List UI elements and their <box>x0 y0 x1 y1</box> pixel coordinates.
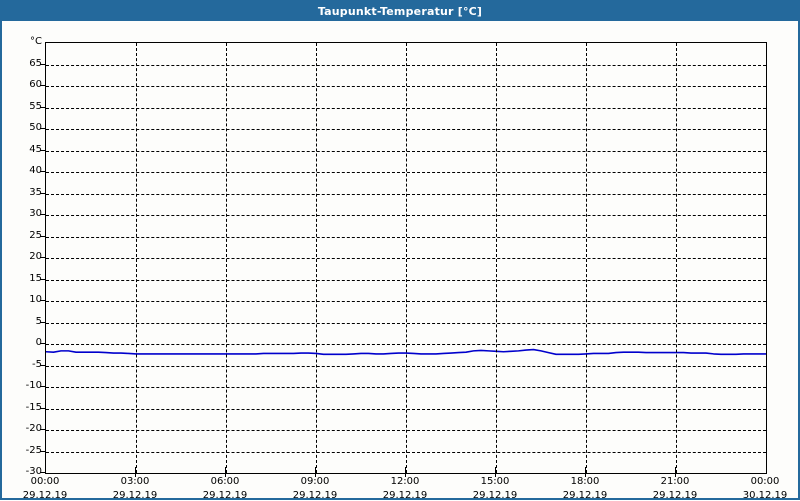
y-axis-tick-mark <box>40 63 45 65</box>
x-axis-time-label: 03:00 <box>120 476 150 487</box>
y-axis-tick-label: 10 <box>29 294 42 305</box>
y-axis-tick-mark <box>40 192 45 194</box>
x-axis-date-label: 29.12.19 <box>472 490 518 501</box>
x-axis-time-label: 00:00 <box>30 476 60 487</box>
y-axis-tick-label: -25 <box>25 444 42 456</box>
y-axis-tick-mark <box>40 386 45 387</box>
x-axis-date-label: 29.12.19 <box>382 490 428 501</box>
y-axis-tick-mark <box>40 300 45 301</box>
x-axis-time-label: 00:00 <box>750 476 780 487</box>
vertical-gridline <box>496 43 497 473</box>
x-axis-date-label: 29.12.19 <box>112 490 158 501</box>
x-axis-date-label: 29.12.19 <box>562 490 608 501</box>
vertical-gridline <box>226 43 227 473</box>
vertical-gridline <box>586 43 587 473</box>
x-axis-time-label: 21:00 <box>660 476 690 487</box>
y-axis-tick-mark <box>40 343 45 344</box>
y-axis-tick-mark <box>40 85 45 86</box>
y-axis-tick-label: -5 <box>32 358 42 370</box>
x-axis-date-label: 29.12.19 <box>22 490 68 501</box>
y-axis-tick-label: 40 <box>29 165 42 176</box>
y-axis-tick-mark <box>40 149 45 151</box>
y-axis-unit-label: °C <box>30 36 42 47</box>
y-axis-tick-label: 25 <box>29 229 42 241</box>
x-axis-time-label: 09:00 <box>300 476 330 487</box>
y-axis-tick-label: 0 <box>35 337 42 348</box>
x-axis-date-label: 29.12.19 <box>292 490 338 501</box>
vertical-gridline <box>136 43 137 473</box>
y-axis-tick-mark <box>40 128 45 129</box>
y-axis-tick-mark <box>40 235 45 237</box>
y-axis-tick-mark <box>40 429 45 430</box>
y-axis-tick-label: -20 <box>25 423 42 434</box>
x-axis-tick-mark <box>675 467 676 477</box>
y-axis-tick-mark <box>40 364 45 366</box>
x-axis-tick-mark <box>225 467 226 477</box>
x-axis-tick-mark <box>495 467 496 477</box>
y-axis-tick-label: 45 <box>29 143 42 155</box>
y-axis-tick-mark <box>40 171 45 172</box>
plot-inner <box>46 43 766 473</box>
y-axis-tick-mark <box>40 278 45 280</box>
plot-area <box>45 42 767 474</box>
x-axis-tick-mark <box>135 467 136 477</box>
x-axis-date-label: 30.12.19 <box>742 490 788 501</box>
y-axis-tick-mark <box>40 450 45 452</box>
y-axis-tick-label: 65 <box>29 57 42 69</box>
y-axis-tick-label: 30 <box>29 208 42 219</box>
y-axis-tick-mark <box>40 214 45 215</box>
window-title-bar: Taupunkt-Temperatur [°C] <box>2 2 798 21</box>
y-axis-tick-label: 55 <box>29 100 42 112</box>
page-title: Taupunkt-Temperatur [°C] <box>317 5 483 18</box>
y-axis-tick-label: 20 <box>29 251 42 262</box>
y-axis-tick-mark <box>40 321 45 323</box>
y-axis-tick-label: 15 <box>29 272 42 284</box>
x-axis-tick-mark <box>405 467 406 477</box>
x-axis-time-label: 12:00 <box>390 476 420 487</box>
y-axis-tick-mark <box>40 106 45 108</box>
y-axis-tick-mark <box>40 407 45 409</box>
vertical-gridline <box>406 43 407 473</box>
x-axis-tick-mark <box>315 467 316 477</box>
y-axis-tick-label: 35 <box>29 186 42 198</box>
y-axis-tick-label: 50 <box>29 122 42 133</box>
y-axis-tick-mark <box>40 472 45 473</box>
chart-canvas: °C 65 60 55 50 45 40 35 30 25 20 15 10 5 0 -5 -10 -15 -20… <box>2 21 798 501</box>
y-axis-tick-mark <box>40 257 45 258</box>
y-axis-tick-label: 5 <box>35 315 42 327</box>
y-axis-tick-label: -30 <box>25 466 42 477</box>
x-axis-time-label: 18:00 <box>570 476 600 487</box>
x-axis-date-label: 29.12.19 <box>652 490 698 501</box>
y-axis-tick-label: -10 <box>25 380 42 391</box>
y-axis-labels: °C 65 60 55 50 45 40 35 30 25 20 15 10 5 0 -5 -10 -15 -20… <box>2 21 42 498</box>
vertical-gridline <box>316 43 317 473</box>
y-axis-tick-label: 60 <box>29 79 42 90</box>
x-axis-tick-mark <box>585 467 586 477</box>
vertical-gridline <box>676 43 677 473</box>
x-axis-time-label: 15:00 <box>480 476 510 487</box>
y-axis-tick-label: -15 <box>25 401 42 413</box>
x-axis-time-label: 06:00 <box>210 476 240 487</box>
x-axis-date-label: 29.12.19 <box>202 490 248 501</box>
